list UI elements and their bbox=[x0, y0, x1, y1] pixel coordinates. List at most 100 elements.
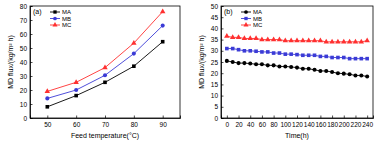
x-tick-label: 60 bbox=[73, 121, 81, 128]
x-axis: 50 60 70 80 90 bbox=[31, 116, 181, 128]
x-tick: 120 bbox=[292, 116, 303, 128]
y-tick: 70 bbox=[20, 17, 33, 24]
x-tick: 20 bbox=[235, 116, 243, 128]
x-tick-mark bbox=[250, 116, 251, 119]
y-tick-label: 25 bbox=[211, 59, 219, 66]
panel: 0204060801001201401601802002202400510152… bbox=[198, 3, 374, 140]
y-tick-label: 10 bbox=[211, 92, 219, 99]
data-point bbox=[248, 49, 252, 53]
data-point bbox=[312, 38, 317, 43]
y-axis: 05101520253035404550 bbox=[211, 3, 224, 122]
data-point bbox=[307, 53, 311, 57]
legend-marker bbox=[53, 10, 56, 13]
data-point bbox=[318, 38, 323, 43]
y-tick: 45 bbox=[211, 14, 224, 21]
y-tick: 40 bbox=[211, 25, 224, 32]
legend-label: MC bbox=[62, 22, 72, 28]
x-tick-mark bbox=[285, 116, 286, 119]
data-point bbox=[103, 80, 107, 84]
legend-item: MC bbox=[241, 22, 263, 28]
plot-frame bbox=[30, 6, 180, 118]
legend-item: MA bbox=[241, 9, 262, 15]
y-tick-mark bbox=[221, 62, 224, 63]
y-tick-label: 10 bbox=[20, 101, 28, 108]
x-tick: 160 bbox=[315, 116, 326, 128]
x-tick-mark bbox=[262, 116, 263, 119]
data-point bbox=[289, 65, 293, 69]
plot-area bbox=[224, 33, 370, 79]
data-point bbox=[323, 39, 328, 44]
y-tick-mark bbox=[221, 73, 224, 74]
y-tick-mark bbox=[30, 90, 33, 91]
data-point bbox=[236, 34, 241, 39]
x-tick-label: 40 bbox=[247, 121, 255, 128]
data-point bbox=[330, 56, 334, 60]
data-point bbox=[237, 61, 241, 65]
y-tick-label: 15 bbox=[211, 81, 219, 88]
data-point bbox=[353, 39, 358, 44]
y-tick-label: 0 bbox=[23, 115, 27, 122]
x-tick-label: 0 bbox=[226, 121, 230, 128]
x-tick-label: 200 bbox=[339, 121, 350, 128]
data-point bbox=[265, 36, 270, 41]
y-tick-mark bbox=[221, 84, 224, 85]
y-axis-line bbox=[222, 7, 224, 119]
data-point bbox=[348, 72, 352, 76]
y-tick-label: 35 bbox=[211, 36, 219, 43]
y-tick: 15 bbox=[211, 81, 224, 88]
data-point bbox=[306, 38, 311, 43]
y-tick-mark bbox=[30, 6, 33, 7]
panel-label: (b) bbox=[224, 8, 233, 16]
figure: 506070809001020304050607080Feed temperat… bbox=[0, 0, 378, 149]
data-point bbox=[318, 69, 322, 73]
y-axis-title: MD flux/(kg/m² h) bbox=[198, 35, 206, 89]
data-point bbox=[272, 63, 276, 67]
x-tick: 70 bbox=[102, 116, 110, 128]
legend-marker bbox=[243, 22, 248, 26]
x-tick: 90 bbox=[160, 116, 168, 128]
data-point bbox=[336, 71, 340, 75]
y-tick-mark bbox=[30, 34, 33, 35]
y-tick-mark bbox=[30, 20, 33, 21]
data-point bbox=[102, 64, 107, 69]
x-tick: 80 bbox=[131, 116, 139, 128]
y-tick-label: 45 bbox=[211, 14, 219, 21]
data-point bbox=[289, 52, 293, 56]
y-tick: 80 bbox=[20, 3, 33, 10]
y-tick-label: 70 bbox=[20, 17, 28, 24]
y-tick-mark bbox=[221, 96, 224, 97]
data-point bbox=[342, 56, 346, 60]
x-tick: 240 bbox=[362, 116, 373, 128]
y-tick-label: 50 bbox=[20, 45, 28, 52]
data-point bbox=[231, 60, 235, 64]
data-point bbox=[319, 55, 323, 59]
x-axis-line bbox=[222, 116, 374, 119]
x-tick-label: 120 bbox=[292, 121, 303, 128]
x-tick: 140 bbox=[304, 116, 315, 128]
data-point bbox=[132, 52, 136, 56]
data-point bbox=[225, 59, 229, 63]
y-tick-label: 5 bbox=[214, 103, 218, 110]
series-line bbox=[47, 26, 162, 99]
x-tick-mark bbox=[47, 116, 48, 119]
y-tick-mark bbox=[221, 51, 224, 52]
y-tick-mark bbox=[221, 118, 224, 119]
data-point bbox=[260, 62, 264, 66]
data-point bbox=[283, 64, 287, 68]
x-tick-mark bbox=[355, 116, 356, 119]
data-point bbox=[254, 62, 258, 66]
x-tick-mark bbox=[163, 116, 164, 119]
x-tick-label: 80 bbox=[131, 121, 139, 128]
data-point bbox=[278, 51, 282, 55]
x-tick-label: 50 bbox=[44, 121, 52, 128]
y-tick: 20 bbox=[20, 87, 33, 94]
data-point bbox=[225, 47, 229, 51]
data-point bbox=[341, 39, 346, 44]
x-axis: 020406080100120140160180200220240 bbox=[222, 116, 374, 128]
legend: MAMBMC bbox=[50, 9, 72, 28]
legend: MAMBMC bbox=[241, 9, 263, 28]
data-point bbox=[237, 48, 241, 52]
series-line bbox=[227, 36, 367, 42]
data-point bbox=[365, 57, 369, 61]
data-point bbox=[284, 52, 288, 56]
